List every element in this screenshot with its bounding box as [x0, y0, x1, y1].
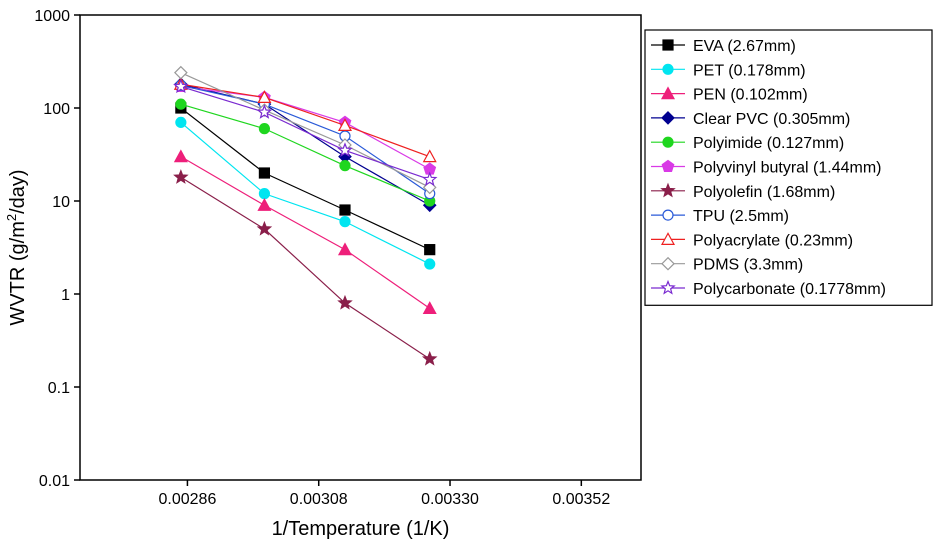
data-point [337, 242, 352, 256]
y-tick-label: 1 [61, 287, 70, 304]
data-point [422, 149, 437, 163]
data-point [337, 142, 353, 158]
series-line [180, 103, 430, 202]
data-point [422, 301, 437, 315]
legend-marker [660, 232, 676, 245]
legend-item: Polyolefin (1.68mm) [651, 182, 835, 201]
x-tick-label: 0.00286 [159, 491, 217, 508]
legend-item: Polyacrylate (0.23mm) [651, 232, 853, 249]
series-line [180, 84, 431, 195]
series-line [180, 85, 430, 181]
data-point [421, 171, 438, 187]
data-point [337, 118, 352, 131]
legend-label: TPU (2.5mm) [693, 208, 789, 225]
legend-marker [662, 209, 674, 221]
data-point [258, 167, 271, 179]
legend-item: Polyvinyl butyral (1.44mm) [651, 160, 882, 177]
legend-label: Polyolefin (1.68mm) [693, 184, 835, 201]
legend-label: PEN (0.102mm) [693, 87, 808, 104]
legend-label: Polyimide (0.127mm) [693, 135, 844, 152]
y-axis-title-sup: 2 [4, 214, 19, 221]
data-point [424, 244, 436, 256]
data-point [339, 160, 351, 172]
legend-label: Polycarbonate (0.1778mm) [693, 281, 886, 298]
legend-label: Polyacrylate (0.23mm) [693, 232, 853, 249]
legend-box [644, 29, 933, 306]
legend-marker [662, 63, 674, 75]
legend-marker [660, 86, 676, 100]
y-tick-label: 10 [52, 194, 70, 211]
series-2 [173, 149, 437, 315]
data-point [257, 198, 272, 211]
y-tick-label: 0.01 [39, 473, 70, 490]
series-line [180, 176, 431, 360]
legend-item: Polycarbonate (0.1778mm) [651, 279, 886, 298]
series-line [180, 121, 430, 265]
x-tick-label: 0.00330 [421, 491, 479, 508]
data-point [258, 188, 271, 200]
y-tick-label: 0.1 [48, 380, 70, 397]
data-point [173, 169, 189, 184]
series-4 [175, 98, 436, 207]
data-point [256, 220, 273, 236]
series-0 [175, 102, 436, 256]
legend-label: Polyvinyl butyral (1.44mm) [693, 160, 882, 177]
data-point [175, 98, 187, 110]
data-point [337, 294, 353, 310]
legend-marker [661, 159, 675, 172]
legend-marker [662, 136, 674, 148]
legend-marker [662, 39, 674, 51]
y-tick-label: 100 [43, 101, 70, 118]
series-6 [173, 169, 438, 366]
data-point [421, 350, 438, 366]
data-point [256, 104, 273, 119]
legend-item: Clear PVC (0.305mm) [651, 111, 850, 128]
series-9 [174, 65, 437, 195]
series-1 [175, 116, 436, 270]
legend-label: PDMS (3.3mm) [693, 257, 803, 274]
x-tick-label: 0.00308 [290, 491, 348, 508]
data-point [339, 204, 351, 216]
legend-item: TPU (2.5mm) [651, 208, 789, 225]
series-10 [173, 78, 438, 187]
y-axis-title-pre: WVTR (g/m [7, 221, 29, 325]
legend-marker [660, 182, 676, 198]
data-point [174, 65, 188, 80]
plot-border [79, 14, 642, 481]
legend-marker [660, 279, 676, 295]
legend-marker [661, 256, 675, 271]
data-point [424, 258, 436, 270]
legend-label: EVA (2.67mm) [693, 38, 796, 55]
legend-item: PET (0.178mm) [651, 62, 806, 79]
legend-item: Polyimide (0.127mm) [651, 135, 844, 152]
data-point [258, 123, 271, 135]
legend-label: Clear PVC (0.305mm) [693, 111, 850, 128]
legend-item: PEN (0.102mm) [651, 86, 808, 104]
y-axis-title-post: /day) [7, 169, 29, 213]
legend-marker [661, 111, 675, 125]
legend-item: EVA (2.67mm) [651, 38, 796, 55]
data-point [257, 90, 272, 104]
data-point [339, 216, 351, 228]
x-axis-title: 1/Temperature (1/K) [272, 518, 450, 540]
y-tick-label: 1000 [34, 8, 70, 25]
data-point [173, 78, 189, 94]
series-line [180, 156, 431, 309]
legend: EVA (2.67mm) PET (0.178mm) PEN (0.102mm) Cl… [644, 29, 933, 306]
series-line [180, 72, 430, 188]
plot-area [79, 14, 642, 481]
series-7 [175, 79, 436, 200]
x-tick-label: 0.00352 [552, 491, 610, 508]
legend-item: PDMS (3.3mm) [651, 257, 803, 274]
axis-ticks: 0.00286 0.00308 0.00330 0.00352 0.01 0.1 1 10 10… [34, 8, 610, 508]
legend-label: PET (0.178mm) [693, 62, 806, 79]
series-layer [173, 65, 438, 366]
y-axis-title: WVTR (g/m2/day) [4, 169, 29, 325]
data-point [173, 149, 188, 163]
data-point [175, 116, 187, 129]
series-line [180, 83, 431, 206]
series-line [180, 107, 430, 251]
